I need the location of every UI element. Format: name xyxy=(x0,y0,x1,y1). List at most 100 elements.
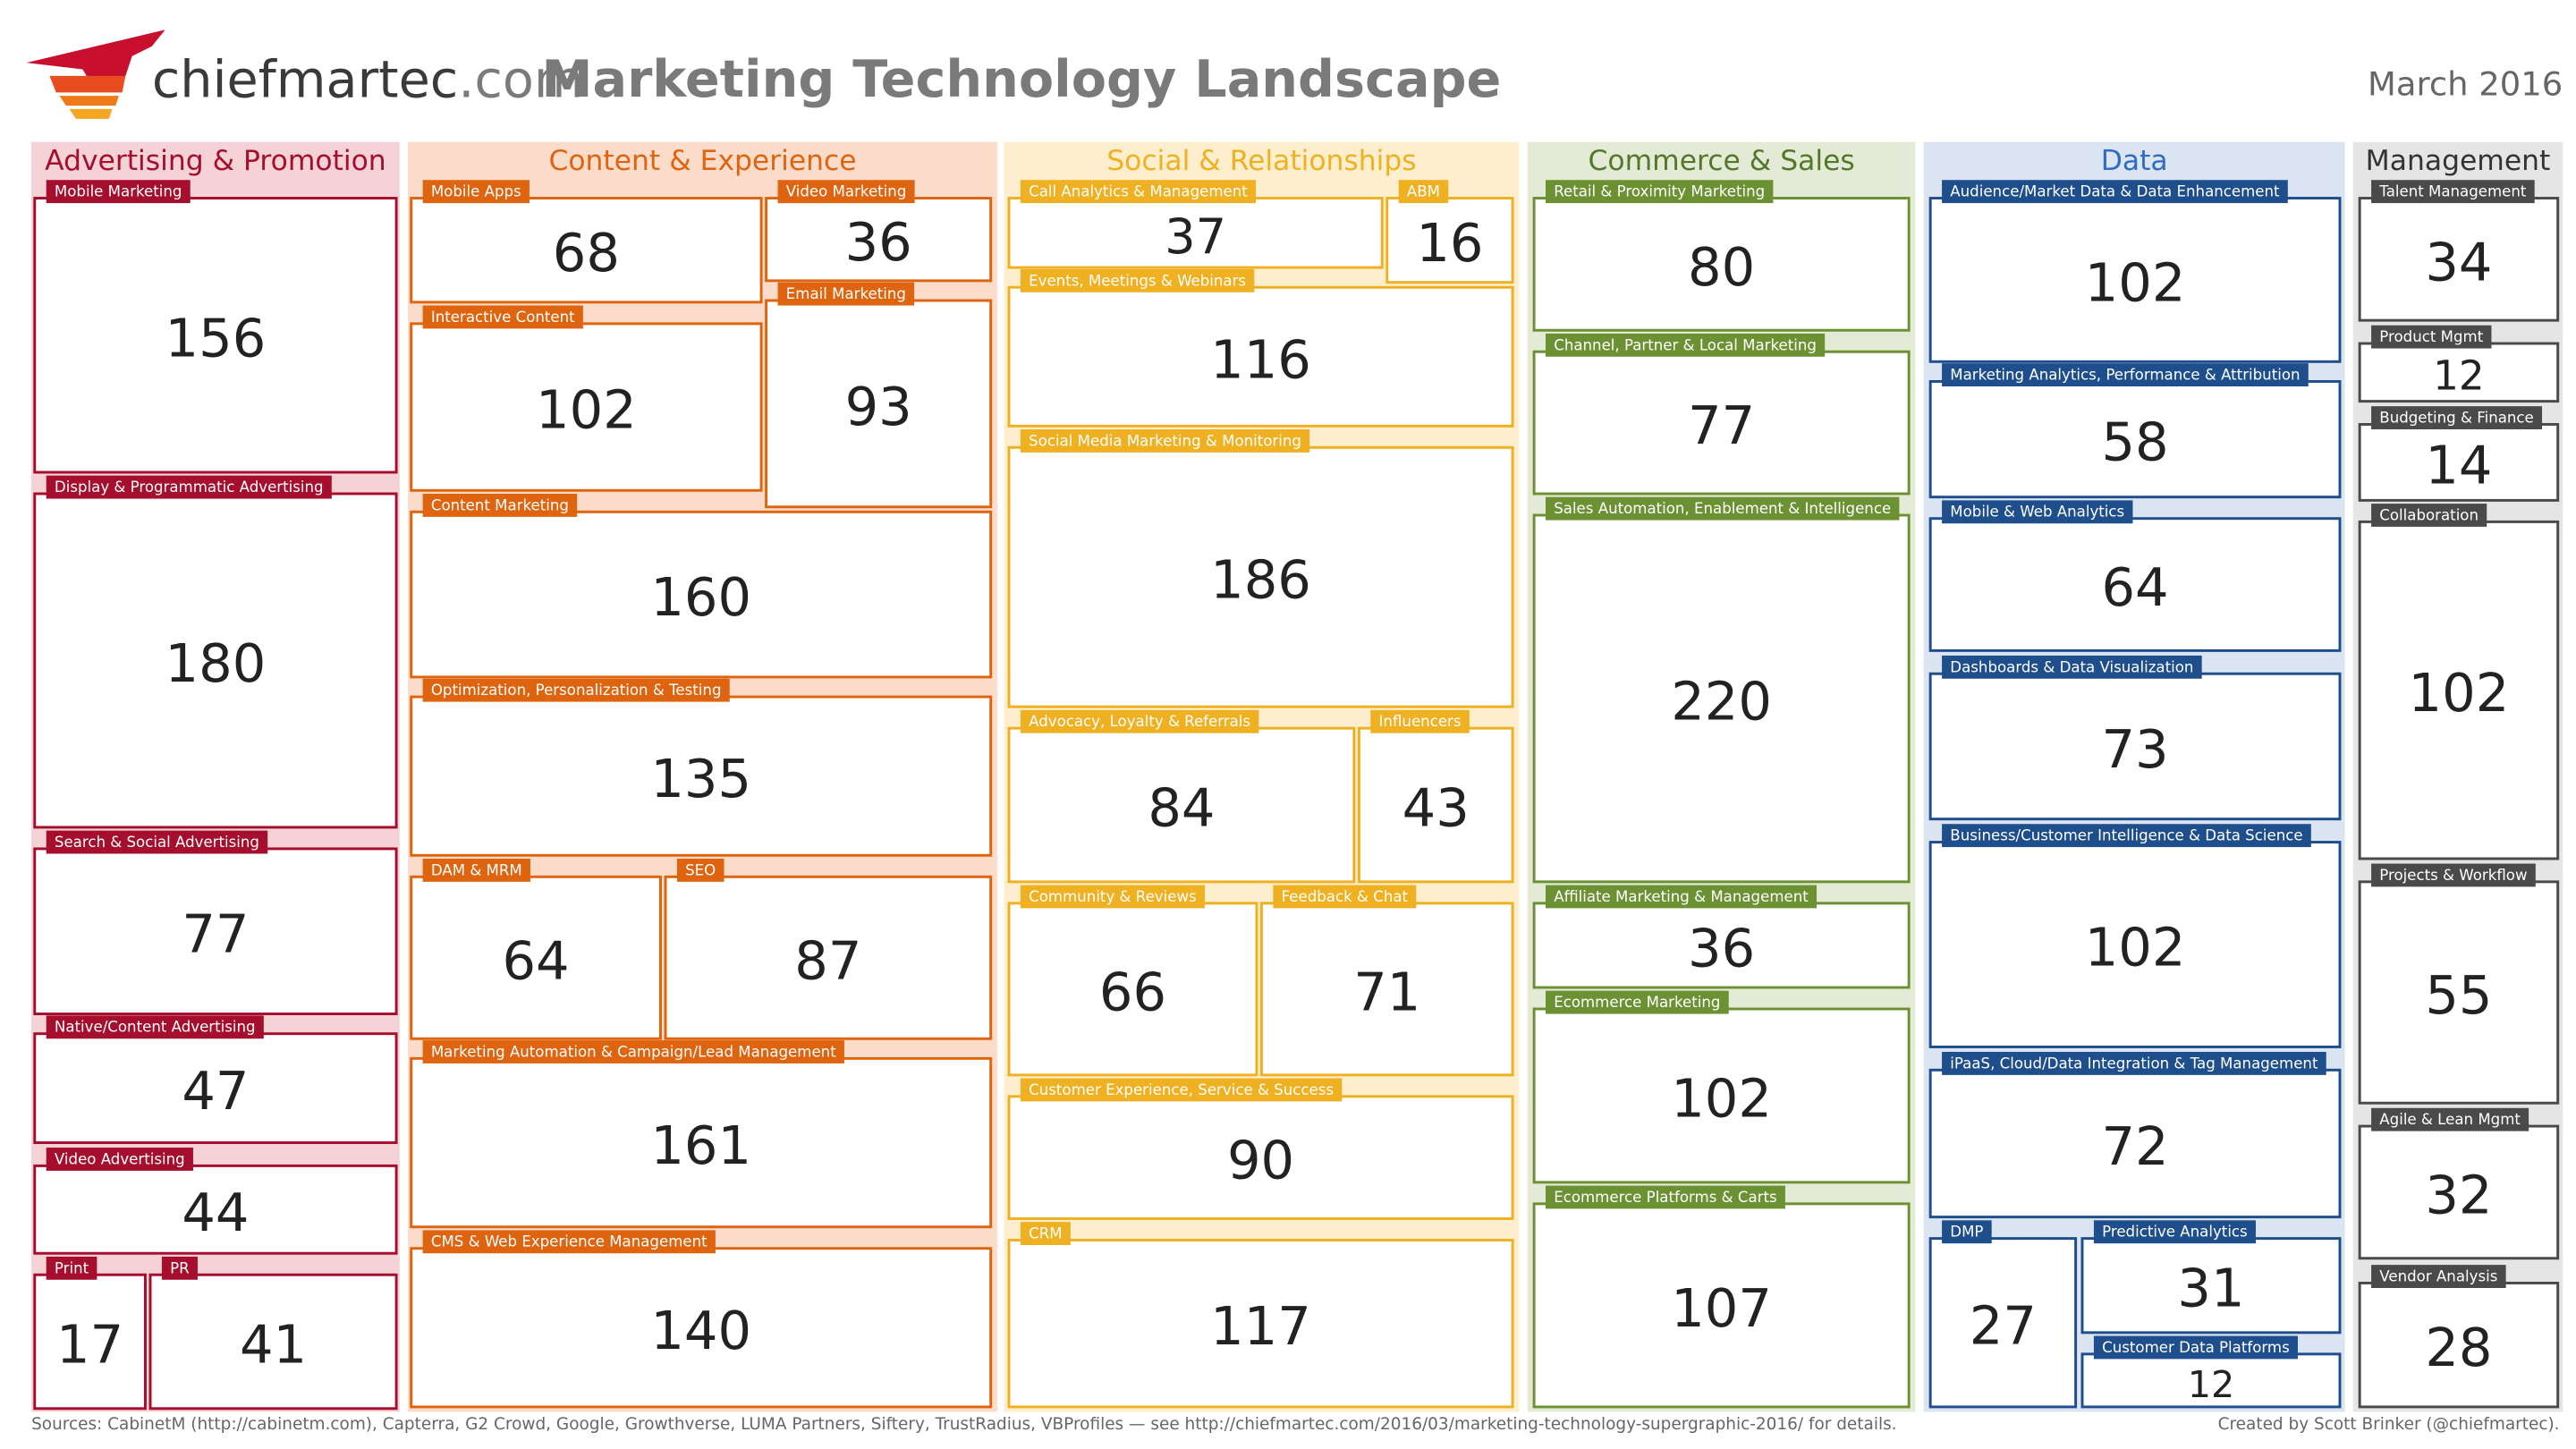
label-tab xyxy=(1020,885,1205,909)
box-count: 220 xyxy=(1671,670,1772,732)
box-frame xyxy=(2358,1281,2560,1409)
box-label: SEO xyxy=(685,861,716,878)
box-label: Events, Meetings & Webinars xyxy=(1029,272,1246,289)
box-frame xyxy=(1928,1068,2342,1219)
box-count: 36 xyxy=(845,211,912,273)
label-tab xyxy=(161,1256,198,1280)
box-label: Print xyxy=(55,1259,89,1276)
box-count: 14 xyxy=(2425,434,2492,496)
box-frame xyxy=(1928,841,2342,1048)
box-frame xyxy=(410,1247,993,1409)
box-frame xyxy=(1007,1238,1514,1409)
box-frame xyxy=(1532,902,1911,989)
subcategory-box: Collaboration 102 xyxy=(2358,504,2560,860)
box-count: 34 xyxy=(2425,231,2492,292)
box-frame xyxy=(1532,350,1911,496)
category-column: Management Talent Management 34 Product Mgm… xyxy=(2352,141,2563,1412)
box-frame xyxy=(1532,1007,1911,1184)
label-tab xyxy=(777,180,915,204)
subcategory-box: Video Marketing 36 xyxy=(765,180,993,283)
box-frame xyxy=(1259,902,1514,1077)
subcategory-box: Influencers 43 xyxy=(1357,709,1514,884)
box-label: iPaaS, Cloud/Data Integration & Tag Mana… xyxy=(1950,1055,2318,1072)
subcategory-box: Community & Reviews 66 xyxy=(1007,885,1258,1077)
box-count: 58 xyxy=(2101,411,2168,473)
box-label: Product Mgmt xyxy=(2379,328,2483,345)
label-tab xyxy=(422,305,583,329)
date: March 2016 xyxy=(2368,65,2563,104)
box-label: Business/Customer Intelligence & Data Sc… xyxy=(1950,827,2302,844)
credit: Created by Scott Brinker (@chiefmartec). xyxy=(2218,1415,2560,1434)
subcategory-box: Feedback & Chat 71 xyxy=(1259,885,1514,1077)
box-frame xyxy=(1928,197,2342,363)
box-count: 84 xyxy=(1148,776,1215,838)
subcategory-box: Projects & Workflow 55 xyxy=(2358,863,2560,1105)
box-frame xyxy=(1532,197,1911,332)
box-frame xyxy=(2080,1352,2342,1409)
subcategory-box: Display & Programmatic Advertising 180 xyxy=(33,475,398,829)
box-label: Audience/Market Data & Data Enhancement xyxy=(1950,183,2280,200)
box-count: 12 xyxy=(2433,352,2485,400)
label-tab xyxy=(1546,1185,1785,1209)
box-count: 102 xyxy=(536,379,637,441)
label-tab xyxy=(422,180,530,204)
label-tab xyxy=(2371,325,2492,349)
label-tab xyxy=(1020,1078,1343,1102)
label-tab xyxy=(676,859,724,882)
box-count: 47 xyxy=(182,1060,249,1122)
box-frame xyxy=(1928,1237,2078,1409)
column-title: Commerce & Sales xyxy=(1589,145,1855,177)
subcategory-box: Events, Meetings & Webinars 116 xyxy=(1007,268,1514,428)
subcategory-box: Ecommerce Platforms & Carts 107 xyxy=(1532,1185,1911,1409)
label-tab xyxy=(2093,1335,2298,1360)
column-title: Content & Experience xyxy=(548,145,856,177)
box-frame xyxy=(148,1273,398,1411)
box-label: Projects & Workflow xyxy=(2379,867,2527,884)
subcategory-box: Optimization, Personalization & Testing 1… xyxy=(410,678,993,857)
box-label: Email Marketing xyxy=(786,285,906,302)
subcategory-box: Interactive Content 102 xyxy=(410,305,763,492)
box-count: 87 xyxy=(794,929,861,991)
box-frame xyxy=(33,847,398,1016)
box-count: 55 xyxy=(2425,964,2492,1026)
label-tab xyxy=(2371,504,2487,527)
box-count: 77 xyxy=(1688,394,1755,456)
box-count: 31 xyxy=(2177,1258,2244,1319)
label-tab xyxy=(1942,824,2311,848)
label-tab xyxy=(2371,1265,2506,1288)
subcategory-box: Customer Data Platforms 12 xyxy=(2080,1335,2342,1409)
box-label: Influencers xyxy=(1379,713,1462,730)
label-tab xyxy=(1942,500,2133,524)
box-frame xyxy=(410,1056,993,1229)
logo-mark xyxy=(26,30,165,119)
box-count: 160 xyxy=(650,566,751,628)
box-count: 64 xyxy=(2101,556,2168,618)
box-label: Content Marketing xyxy=(431,496,569,513)
box-label: Call Analytics & Management xyxy=(1029,183,1248,200)
box-frame xyxy=(1007,197,1384,269)
box-label: Customer Experience, Service & Success xyxy=(1029,1081,1334,1098)
subcategory-box: Product Mgmt 12 xyxy=(2358,325,2560,403)
box-label: Video Marketing xyxy=(786,183,907,200)
label-tab xyxy=(1942,180,2288,204)
label-tab xyxy=(46,1015,264,1039)
label-tab xyxy=(1020,268,1255,292)
box-count: 16 xyxy=(1416,212,1483,274)
box-label: Video Advertising xyxy=(55,1150,185,1167)
box-label: Mobile & Web Analytics xyxy=(1950,504,2124,521)
box-label: Social Media Marketing & Monitoring xyxy=(1029,432,1301,449)
label-tab xyxy=(1546,333,1826,357)
box-label: Dashboards & Data Visualization xyxy=(1950,658,2193,675)
box-count: 90 xyxy=(1227,1130,1294,1191)
box-count: 80 xyxy=(1688,236,1755,298)
label-tab xyxy=(1546,180,1774,204)
box-label: Affiliate Marketing & Management xyxy=(1554,888,1809,905)
box-count: 73 xyxy=(2101,718,2168,780)
subcategory-box: Audience/Market Data & Data Enhancement 1… xyxy=(1928,180,2342,363)
box-frame xyxy=(765,299,993,509)
box-label: Sales Automation, Enablement & Intellige… xyxy=(1554,500,1891,517)
subcategory-box: Predictive Analytics 31 xyxy=(2080,1220,2342,1335)
box-count: 68 xyxy=(553,222,620,284)
